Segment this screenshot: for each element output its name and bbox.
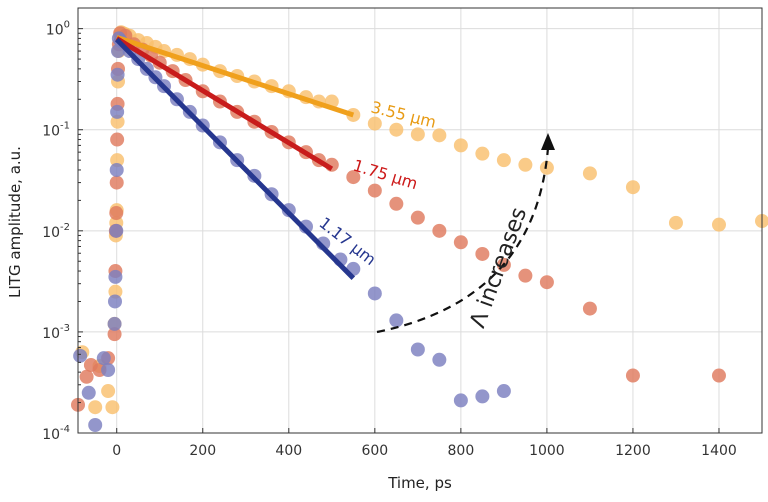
x-tick-label: 600 (361, 443, 388, 459)
data-point (110, 114, 125, 129)
data-point (711, 217, 726, 232)
fit-lines (114, 34, 356, 280)
data-point (96, 351, 111, 366)
data-point (539, 275, 554, 290)
x-tick-label: 200 (189, 443, 216, 459)
data-point (389, 122, 404, 137)
data-point (453, 138, 468, 153)
data-point (539, 160, 554, 175)
data-point (109, 223, 124, 238)
data-point (88, 400, 103, 415)
y-tick-label: 10-2 (42, 222, 70, 241)
data-point (410, 127, 425, 142)
data-point (101, 384, 116, 399)
data-point (582, 301, 597, 316)
data-point (107, 294, 122, 309)
data-point (73, 348, 88, 363)
data-point (453, 393, 468, 408)
y-tick-label: 10-3 (42, 323, 70, 342)
data-point (668, 215, 683, 230)
data-point (625, 368, 640, 383)
plot-frame (77, 7, 763, 434)
data-point (101, 362, 116, 377)
data-point (367, 286, 382, 301)
data-point (79, 369, 94, 384)
data-point (432, 352, 447, 367)
data-point (107, 327, 122, 342)
data-point (389, 313, 404, 328)
data-point (108, 284, 123, 299)
data-point (582, 166, 597, 181)
y-tick-label: 100 (46, 20, 70, 39)
data-point (110, 104, 125, 119)
x-tick-label: 1200 (615, 443, 651, 459)
data-point (109, 175, 124, 190)
data-point (475, 246, 490, 261)
data-point (107, 316, 122, 331)
data-point (367, 183, 382, 198)
x-tick-label: 800 (448, 443, 475, 459)
y-tick-label: 10-4 (42, 424, 70, 443)
data-point (88, 417, 103, 432)
fit-line (115, 34, 355, 118)
x-axis-ticks: 0 200 400 600 800 1000 1200 1400 (112, 428, 737, 459)
data-point (496, 153, 511, 168)
data-point (410, 342, 425, 357)
data-point (410, 210, 425, 225)
x-tick-label: 0 (112, 443, 121, 459)
data-point (432, 128, 447, 143)
data-point (475, 146, 490, 161)
fit-line (114, 37, 356, 280)
arrow-head (541, 133, 555, 150)
data-point (367, 116, 382, 131)
data-point (81, 385, 96, 400)
y-axis-label: LITG amplitude, a.u. (6, 146, 24, 298)
data-point (453, 235, 468, 250)
data-point (346, 170, 361, 185)
x-tick-label: 400 (275, 443, 302, 459)
data-point (389, 196, 404, 211)
data-point (475, 389, 490, 404)
x-tick-label: 1400 (701, 443, 737, 459)
data-point (496, 384, 511, 399)
data-point (110, 132, 125, 147)
data-point (432, 223, 447, 238)
data-point (105, 400, 120, 415)
data-point (625, 180, 640, 195)
data-point (110, 67, 125, 82)
data-point (110, 153, 125, 168)
data-point (518, 268, 533, 283)
data-point (109, 206, 124, 221)
y-axis-ticks: 100 10-1 10-2 10-3 10-4 (42, 20, 83, 443)
y-tick-label: 10-1 (42, 121, 70, 140)
data-point (518, 157, 533, 172)
fit-line (115, 36, 334, 172)
x-axis-label: Time, ps (387, 474, 452, 492)
data-point (711, 368, 726, 383)
data-point (108, 269, 123, 284)
x-tick-label: 1000 (529, 443, 565, 459)
data-point (109, 162, 124, 177)
